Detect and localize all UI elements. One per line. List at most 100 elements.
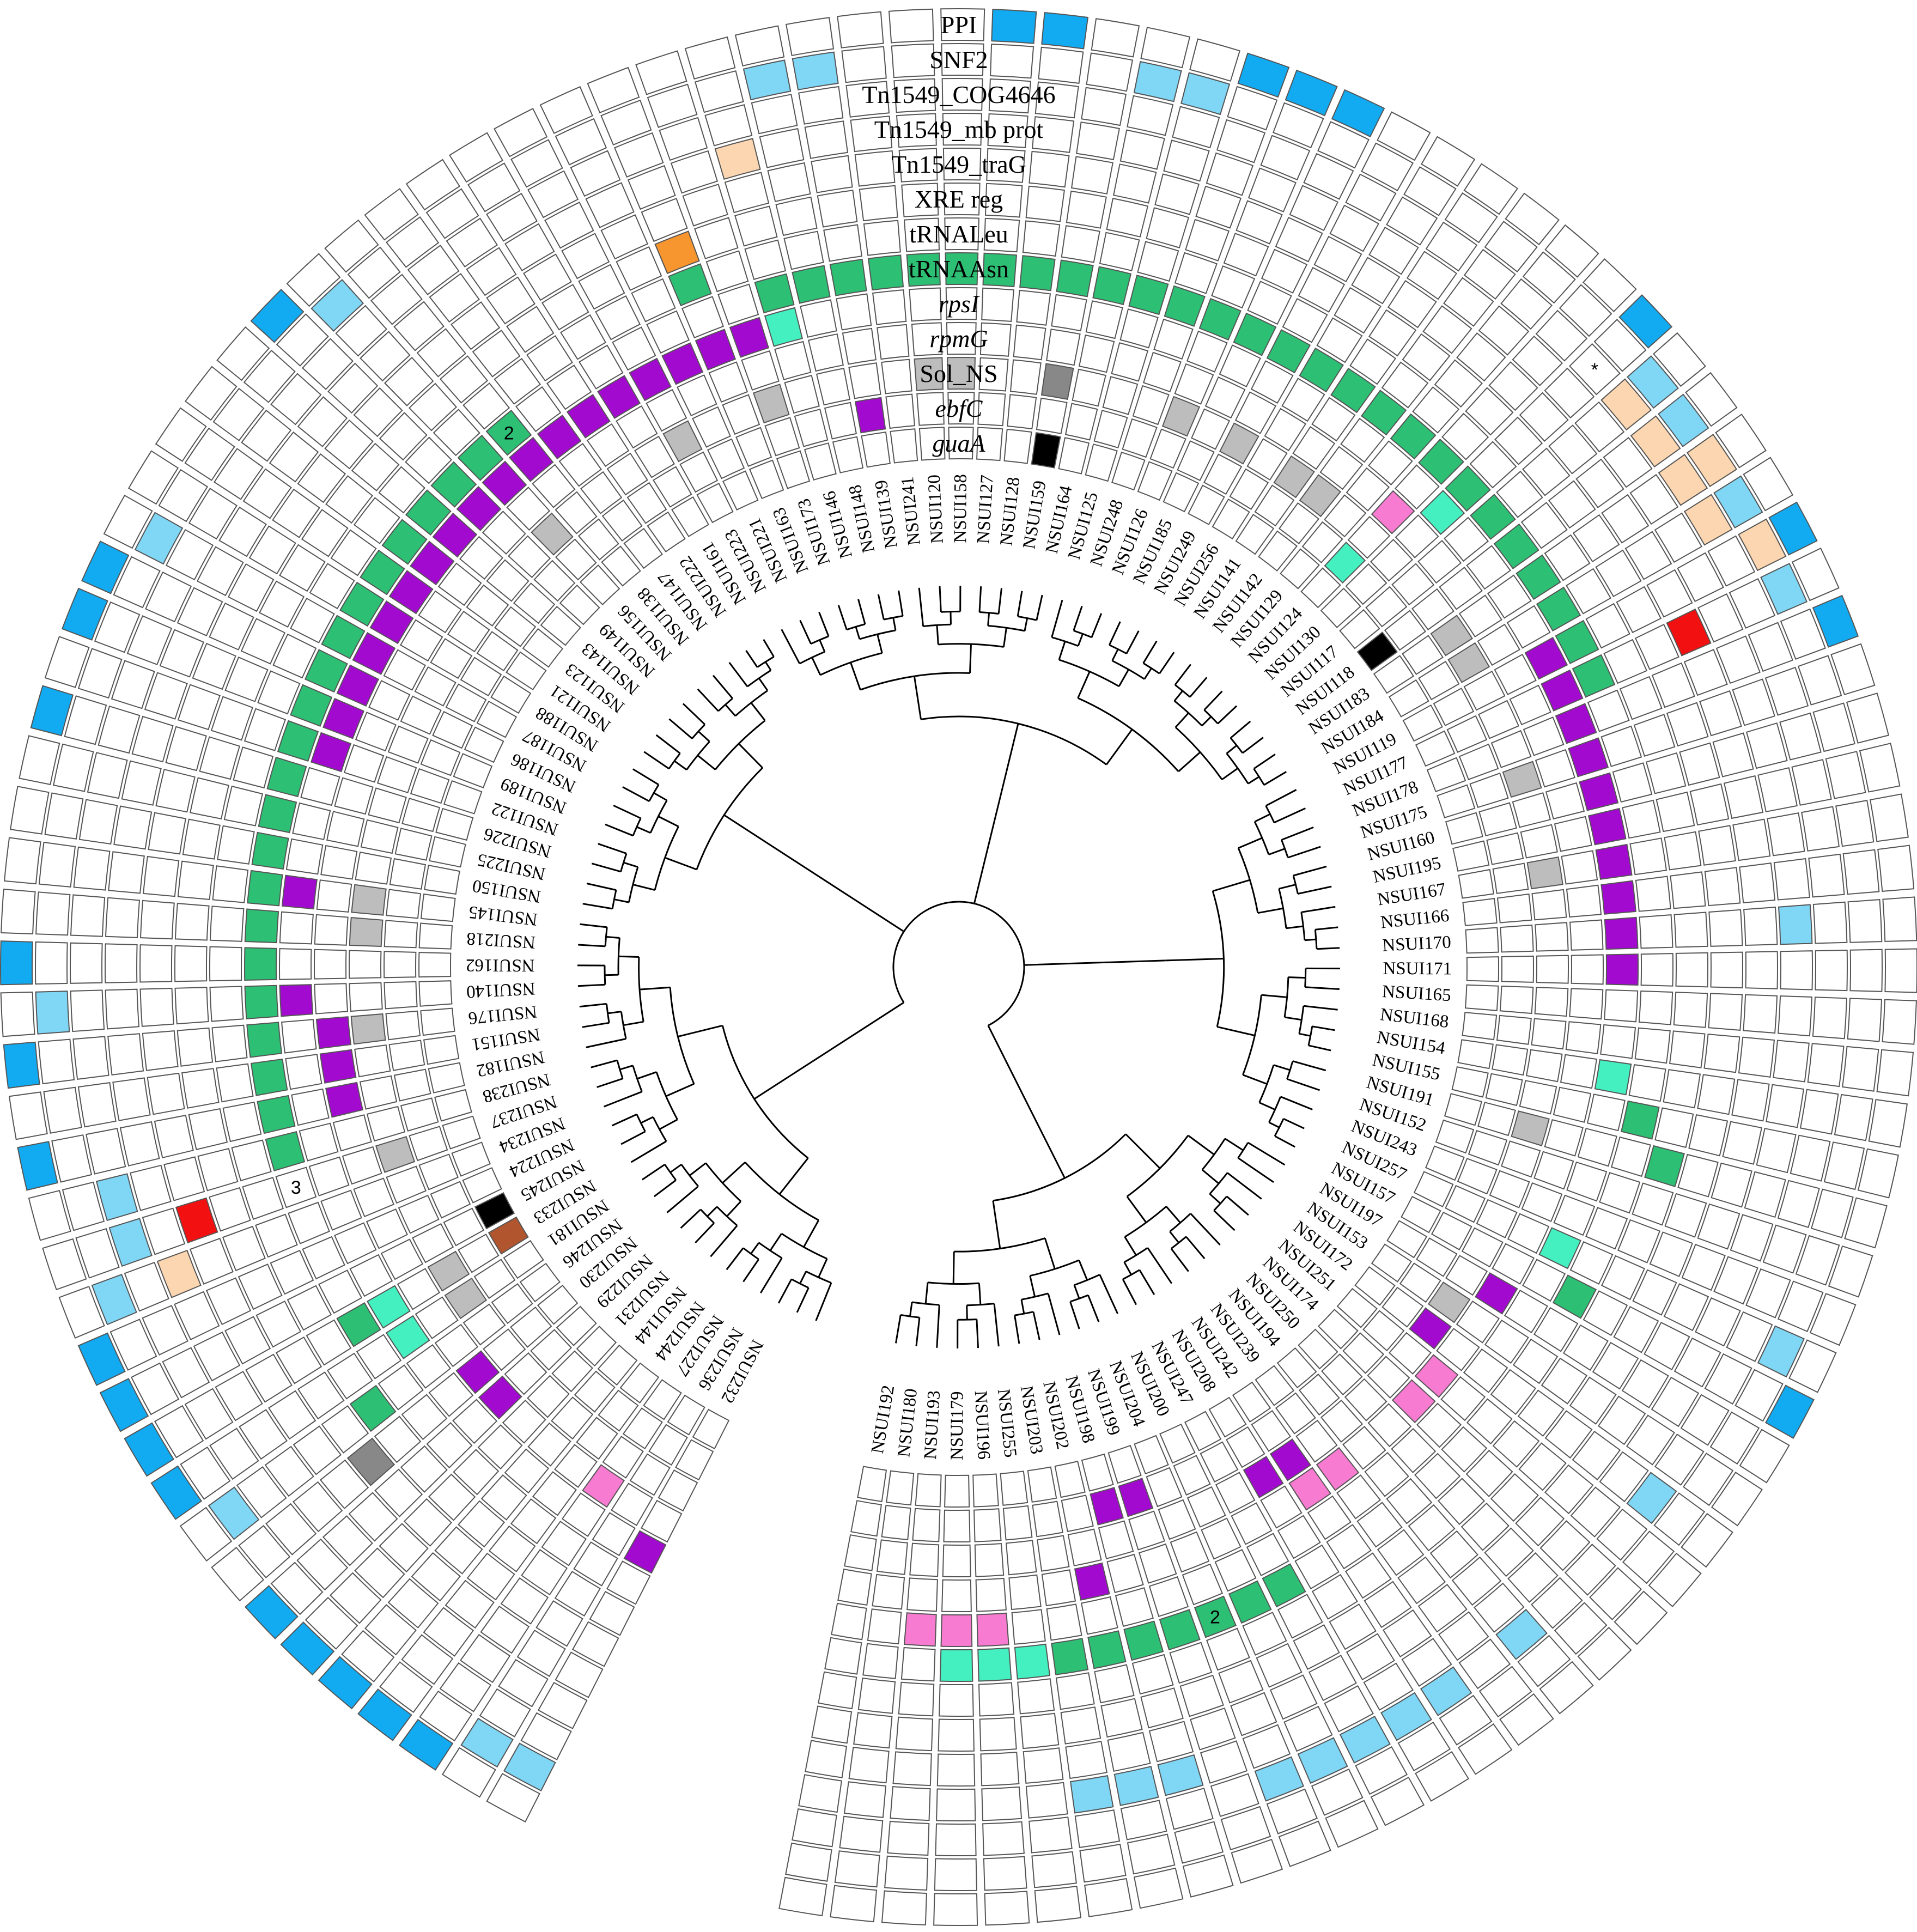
ring-cell (1033, 1502, 1063, 1537)
ring-cell (799, 87, 843, 124)
ring-cell (395, 828, 432, 860)
ring-cell (245, 947, 277, 980)
ring-cell (1596, 845, 1632, 879)
ring-cell (1676, 953, 1708, 987)
tree-branch (1088, 1295, 1099, 1322)
ring-cell (1773, 1041, 1809, 1082)
ring-cell (1073, 369, 1106, 406)
ring-cell (315, 915, 348, 945)
ring-cell (1778, 996, 1812, 1036)
tree-branch (1178, 752, 1200, 772)
tree-branch (1309, 1046, 1331, 1050)
ring-cell (1062, 1495, 1093, 1532)
ring-cell (71, 990, 105, 1031)
ring-cell (1009, 1575, 1040, 1609)
ring-cell (1711, 952, 1743, 988)
tree-branch (1166, 1206, 1180, 1223)
tree-branch (1281, 1097, 1313, 1110)
ring-cell (736, 428, 771, 466)
ring-label: tRNALeu (909, 220, 1008, 248)
ring-cell (301, 768, 340, 805)
ring-cell (376, 1137, 415, 1172)
ring-cell (812, 1706, 851, 1743)
ring-cell (224, 786, 263, 825)
tree-branch (1288, 977, 1306, 978)
ring-cell (1159, 1500, 1195, 1539)
tree-branch (1078, 672, 1090, 698)
ring-cell (1158, 1755, 1203, 1795)
tree-branch (1030, 1276, 1035, 1297)
ring-cell (1521, 825, 1557, 858)
tree-branch (1124, 1262, 1131, 1275)
ring-cell (1512, 1111, 1549, 1145)
ring-cell (108, 1034, 143, 1075)
tree-branch (1266, 790, 1297, 806)
ring-cell (148, 1073, 185, 1114)
ring-cell (1166, 1788, 1213, 1829)
ring-cell (1733, 819, 1770, 860)
ring-cell (849, 363, 880, 398)
ring-cell (785, 375, 819, 413)
ring-cell (1175, 1822, 1223, 1863)
ring-cell (132, 716, 173, 762)
ring-cell (267, 757, 307, 797)
ring-cell (4, 837, 41, 884)
tree-branch (797, 1288, 808, 1313)
tree-branch (656, 735, 680, 754)
tree-branch (993, 1201, 1000, 1249)
tree-branch (1018, 591, 1022, 617)
ring-cell (1143, 353, 1180, 392)
ring-cell (343, 1147, 382, 1184)
tree-branch (695, 1223, 714, 1243)
ring-cell (96, 1174, 137, 1220)
ring-cell (1555, 817, 1592, 852)
tree-branch (1287, 1079, 1320, 1090)
ring-cell (1165, 286, 1205, 326)
ring-cell (1088, 1631, 1125, 1668)
tree-branch (782, 629, 800, 664)
tree-branch (608, 1012, 622, 1013)
ring-cell (232, 1140, 271, 1181)
ring-cell (792, 1809, 836, 1846)
ring-cell (287, 839, 322, 874)
ring-cell (1, 941, 33, 985)
leaf-label: NSUI166 (1379, 906, 1450, 933)
ring-cell (1015, 1644, 1050, 1679)
ring-cell (979, 1682, 1014, 1716)
ring-cell (1745, 1172, 1786, 1217)
tree-branches (577, 586, 1340, 1348)
ring-cell (1, 889, 35, 934)
ring-cell (1042, 1570, 1075, 1606)
tree-branch (1279, 885, 1296, 889)
ring-cell (1134, 1868, 1183, 1908)
ring-cell (321, 846, 357, 879)
ring-cell (978, 1648, 1011, 1681)
tree-branch (598, 844, 626, 854)
ring-cell (63, 1182, 104, 1230)
tree-branch (578, 985, 605, 986)
ring-cell (896, 1717, 933, 1751)
tree-branch (820, 640, 825, 652)
tree-branch (1248, 1143, 1285, 1165)
tree-branch (926, 1283, 928, 1304)
ring-cell (1128, 1834, 1174, 1874)
tree-branch (1261, 995, 1287, 997)
ring-cell (775, 342, 811, 380)
ring-cell (730, 318, 769, 357)
ring-cell (1133, 386, 1169, 424)
tree-branch (1301, 907, 1335, 912)
tree-branch (613, 805, 641, 818)
ring-cell (74, 847, 110, 890)
ring-cell (386, 890, 421, 919)
tree-branch (624, 862, 638, 867)
ring-cell (1664, 1070, 1700, 1108)
ring-cell (1639, 991, 1672, 1025)
ring-cell (768, 163, 811, 202)
ring-cell (1107, 1554, 1143, 1593)
tree-branch (1274, 1065, 1290, 1070)
leaf-label: NSUI241 (898, 476, 924, 546)
ring-cell (1183, 1564, 1222, 1605)
ring-cell (742, 351, 779, 390)
ring-cell (1018, 1679, 1054, 1714)
